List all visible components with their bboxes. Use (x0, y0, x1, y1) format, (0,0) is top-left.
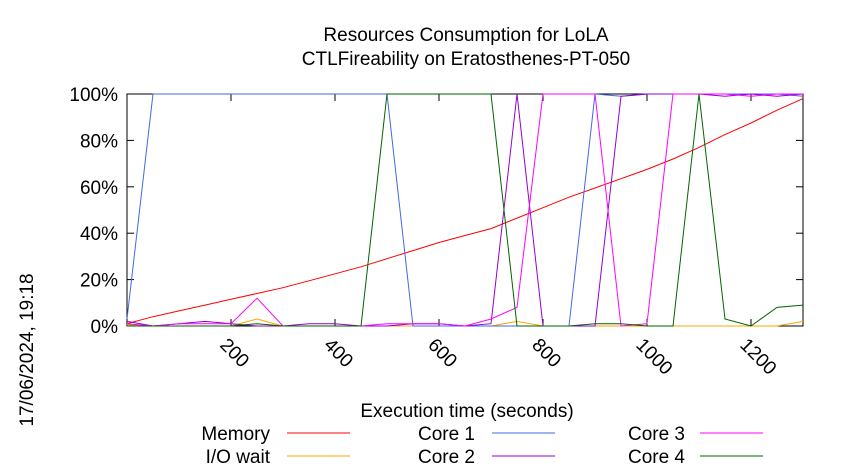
series-lines (126, 93, 804, 327)
legend-label-core-3: Core 3 (628, 424, 685, 445)
series-line-memory (126, 98, 804, 325)
y-tick-label: 40% (80, 224, 118, 245)
y-tick-label: 0% (91, 317, 119, 338)
x-axis-ticks: 200 400 600 800 1000 1200 (215, 94, 780, 379)
x-tick-label: 200 (215, 335, 252, 372)
x-tick-label: 800 (527, 335, 564, 372)
legend-label-memory: Memory (201, 424, 270, 445)
plot-area: 0% 20% 40% 60% 80% 100% 200 400 600 800 1000 1200 (69, 85, 804, 379)
y-tick-label: 100% (69, 85, 118, 106)
legend-label-core-2: Core 2 (418, 447, 475, 468)
x-tick-label: 1000 (631, 335, 676, 380)
plot-border (126, 93, 804, 327)
y-tick-label: 20% (80, 271, 118, 292)
series-line-i-o-wait (126, 318, 804, 327)
legend-label-i-o-wait: I/O wait (206, 447, 271, 468)
x-tick-label: 400 (319, 335, 356, 372)
series-line-core-1 (126, 93, 804, 327)
series-line-core-2 (126, 93, 804, 327)
y-tick-label: 60% (80, 178, 118, 199)
y-axis-ticks: 0% 20% 40% 60% 80% 100% (69, 85, 803, 338)
x-tick-label: 1200 (735, 335, 780, 380)
chart-title-line-2: CTLFireability on Eratosthenes-PT-050 (302, 49, 630, 70)
x-axis-label: Execution time (seconds) (360, 401, 573, 422)
timestamp-label: 17/06/2024, 19:18 (17, 273, 38, 426)
legend-label-core-4: Core 4 (628, 447, 685, 468)
series-line-core-4 (127, 93, 804, 327)
series-line-core-3 (126, 93, 803, 327)
legend-label-core-1: Core 1 (418, 424, 475, 445)
y-tick-label: 80% (80, 131, 118, 152)
chart-title-line-1: Resources Consumption for LoLA (323, 25, 608, 46)
x-tick-label: 600 (423, 335, 460, 372)
